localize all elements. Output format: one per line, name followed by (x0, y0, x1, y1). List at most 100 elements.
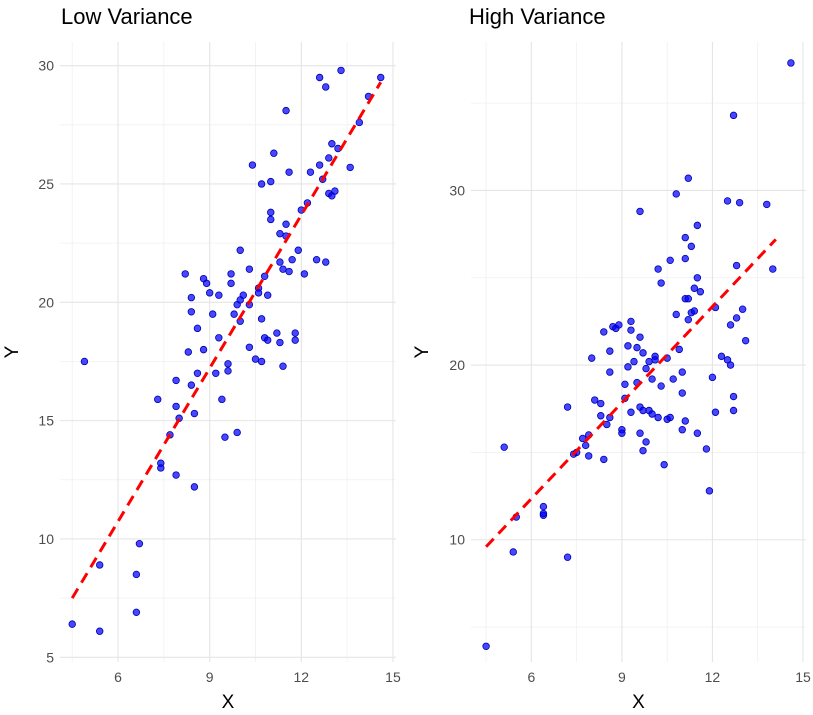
data-point (68, 620, 76, 628)
data-point (312, 256, 321, 264)
data-point (205, 289, 214, 297)
data-point (224, 367, 232, 375)
data-point (672, 190, 680, 198)
data-point (190, 409, 199, 418)
data-point (681, 417, 689, 425)
data-point (597, 399, 605, 408)
data-point (539, 509, 548, 518)
data-point (267, 177, 275, 186)
data-point (193, 369, 202, 377)
data-point (563, 553, 572, 561)
data-point (80, 357, 89, 366)
trend-line (70, 81, 383, 599)
data-point (738, 305, 747, 313)
data-point (729, 392, 738, 401)
y-axis-title: Y (412, 345, 433, 358)
data-point (624, 363, 632, 371)
x-tick-label: 15 (795, 669, 811, 685)
data-point (588, 354, 596, 362)
data-point (291, 329, 299, 337)
data-point (355, 118, 364, 127)
data-point (257, 180, 266, 188)
data-point (693, 429, 702, 437)
data-point (337, 66, 345, 75)
data-point (627, 408, 635, 416)
gridlines (471, 42, 806, 662)
data-point (591, 396, 599, 404)
data-point (224, 360, 232, 368)
data-point (717, 352, 726, 361)
data-point (684, 295, 692, 303)
data-point (618, 429, 626, 437)
data-point (264, 336, 272, 344)
data-point (172, 376, 180, 385)
data-point (154, 395, 162, 404)
data-point (633, 343, 641, 352)
x-tick-label: 12 (705, 669, 721, 685)
data-point (681, 254, 689, 263)
data-point (306, 168, 315, 176)
data-point (325, 154, 333, 162)
data-point (642, 438, 650, 446)
data-point (187, 293, 196, 302)
data-point (190, 483, 199, 491)
data-point (236, 246, 244, 254)
data-point (684, 315, 692, 324)
scatter-plot: 6 9 12 15 10 20 30 X Y (412, 42, 811, 713)
data-point (157, 464, 165, 472)
data-point (282, 220, 290, 228)
data-point (741, 336, 750, 345)
data-point (645, 357, 653, 366)
data-point (294, 246, 302, 254)
data-point (227, 270, 235, 278)
data-point (651, 356, 659, 364)
data-point (377, 73, 385, 82)
data-point (603, 420, 611, 429)
data-point (276, 229, 284, 238)
data-point (187, 381, 196, 389)
data-point (732, 314, 741, 322)
x-tick-label: 6 (114, 669, 122, 685)
data-point (322, 258, 330, 266)
data-point (315, 161, 324, 169)
data-point (693, 221, 702, 230)
data-point (181, 270, 189, 278)
data-point (187, 308, 196, 316)
data-point (678, 426, 686, 434)
data-point (482, 642, 490, 650)
data-point (606, 347, 614, 355)
data-point (227, 279, 235, 288)
data-point (627, 326, 635, 334)
data-point (726, 361, 735, 369)
data-point (642, 364, 650, 373)
data-point (172, 471, 180, 479)
y-tick-label: 25 (38, 176, 54, 192)
data-point (690, 284, 699, 292)
data-point (509, 548, 517, 556)
data-point (735, 198, 744, 207)
data-point (705, 487, 714, 495)
data-point (648, 410, 656, 418)
y-tick-label: 30 (449, 182, 465, 198)
data-point (221, 433, 229, 441)
data-point (648, 375, 656, 383)
data-point (769, 265, 777, 273)
data-point (711, 408, 720, 416)
data-point (732, 261, 741, 270)
data-point (669, 375, 677, 383)
data-point (597, 412, 605, 420)
data-point (218, 395, 226, 404)
y-tick-label: 15 (38, 413, 54, 429)
data-point (600, 328, 608, 336)
data-point (291, 336, 299, 344)
data-point (202, 279, 211, 288)
data-point (681, 233, 689, 242)
data-point (212, 369, 220, 377)
data-point (132, 608, 141, 617)
data-point (199, 345, 208, 354)
data-point (245, 265, 254, 273)
data-point (729, 111, 738, 120)
data-point (787, 59, 795, 67)
data-point (215, 291, 223, 299)
data-point (687, 242, 696, 251)
